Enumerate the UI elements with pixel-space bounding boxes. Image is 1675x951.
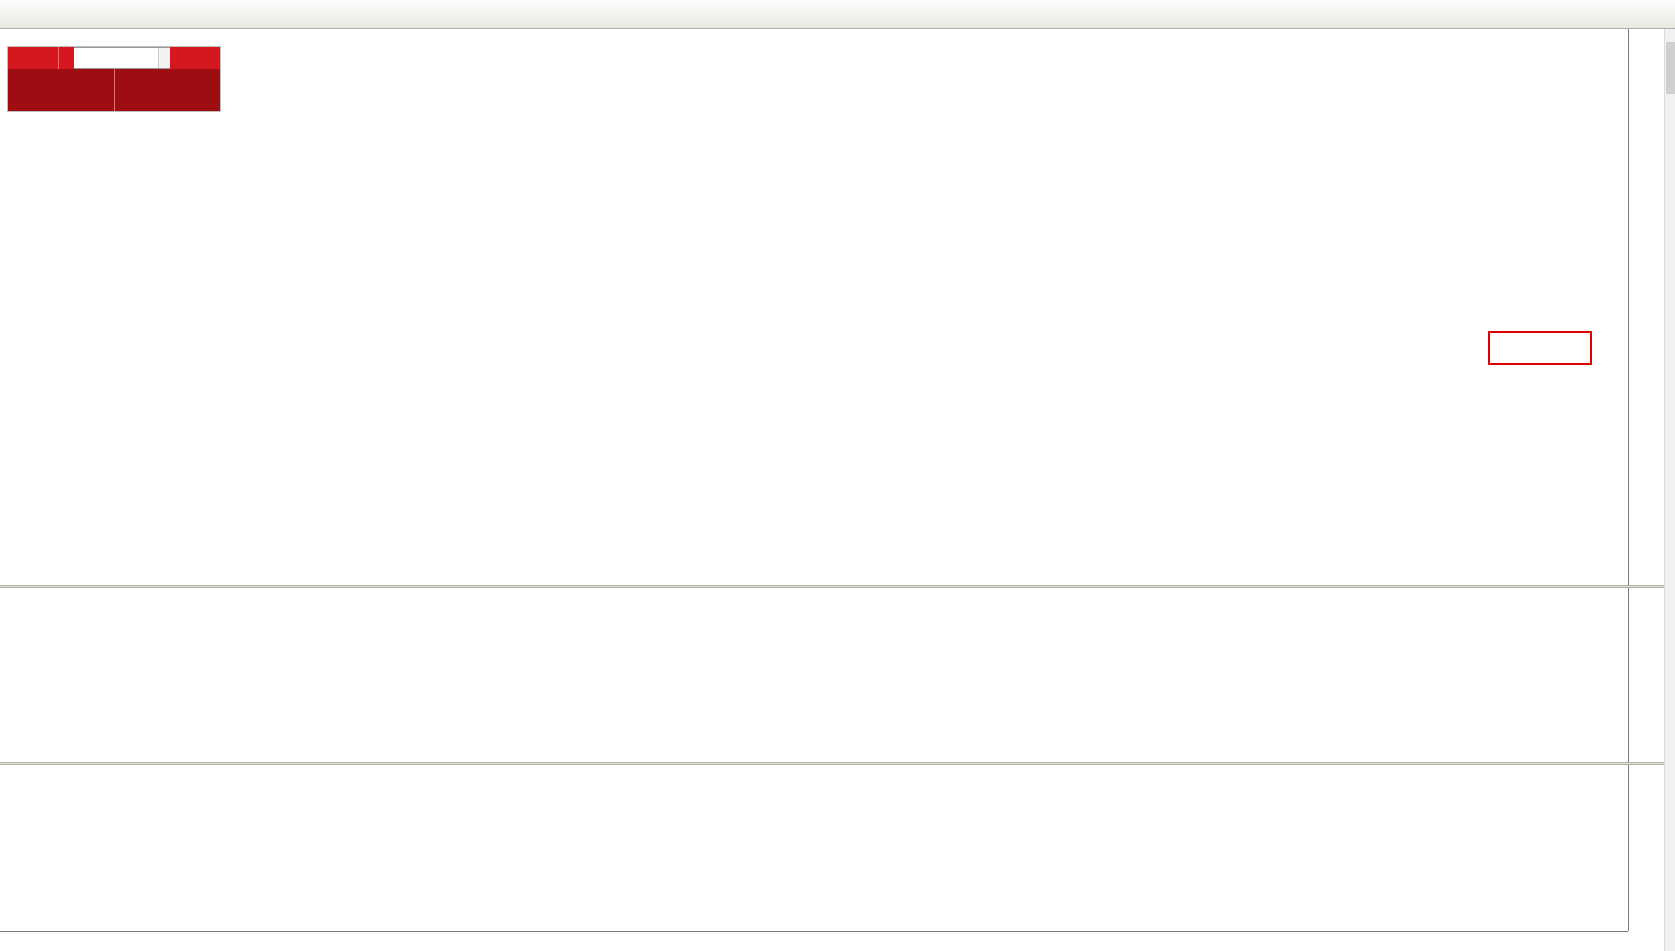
lot-size-field bbox=[74, 47, 170, 69]
sell-button[interactable] bbox=[8, 47, 58, 69]
lot-decrease-button[interactable] bbox=[158, 58, 170, 68]
price-callout[interactable] bbox=[1488, 331, 1592, 365]
toolbar bbox=[0, 0, 1675, 29]
panel-separator-rsi[interactable] bbox=[0, 762, 1675, 765]
buy-price-button[interactable] bbox=[115, 69, 221, 111]
one-click-menu-button[interactable] bbox=[58, 47, 74, 69]
vertical-scrollbar[interactable] bbox=[1664, 29, 1675, 951]
lot-increase-button[interactable] bbox=[158, 48, 170, 58]
buy-button[interactable] bbox=[170, 47, 220, 69]
rsi-panel-canvas[interactable] bbox=[0, 765, 1628, 931]
macd-panel-canvas[interactable] bbox=[0, 588, 1628, 762]
lot-size-input[interactable] bbox=[74, 48, 158, 68]
price-axis[interactable] bbox=[1628, 29, 1665, 931]
sell-price-button[interactable] bbox=[8, 69, 115, 111]
scroll-up-icon[interactable] bbox=[1665, 29, 1675, 40]
time-axis[interactable] bbox=[0, 931, 1628, 951]
scrollbar-thumb[interactable] bbox=[1666, 42, 1675, 94]
price-chart-canvas[interactable] bbox=[0, 29, 1628, 585]
scroll-down-icon[interactable] bbox=[1665, 940, 1675, 951]
chart-workspace bbox=[0, 29, 1675, 951]
lot-spinner bbox=[157, 48, 170, 68]
one-click-trading-panel bbox=[8, 47, 220, 111]
panel-separator-macd[interactable] bbox=[0, 585, 1675, 588]
